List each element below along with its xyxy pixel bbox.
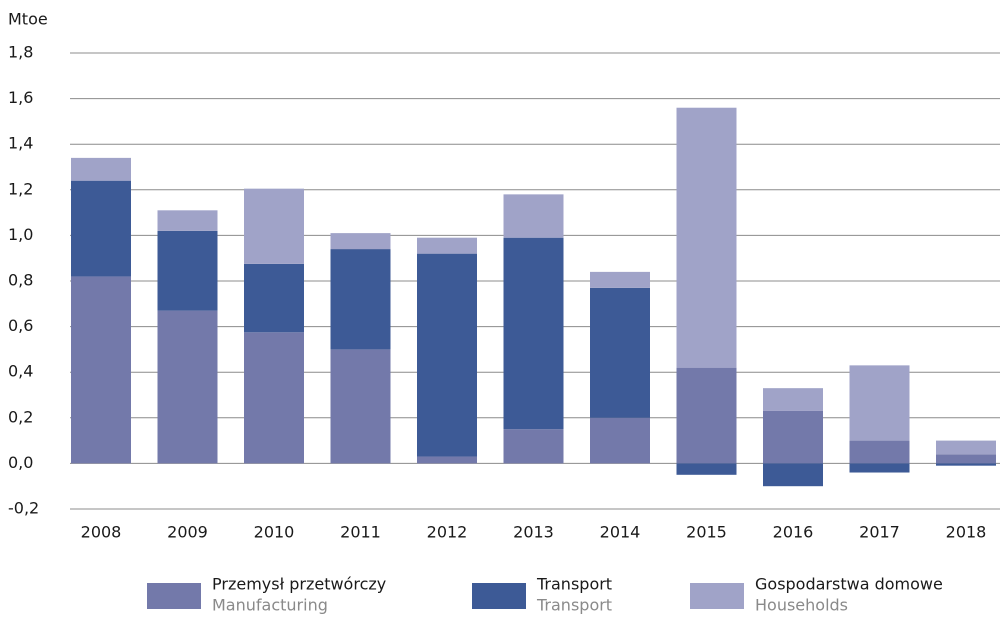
y-tick-label: 0,6 [8, 316, 33, 335]
bar-segment [676, 107, 737, 368]
y-tick-label: 0,2 [8, 407, 33, 426]
bar-segment [244, 263, 304, 333]
bar-segment [936, 454, 996, 464]
legend-sublabel: Transport [536, 596, 612, 615]
bar-segment [676, 463, 737, 475]
bar-segment [849, 463, 910, 473]
bar-segment [157, 230, 218, 311]
bar-segment [590, 271, 650, 288]
x-tick-label: 2017 [859, 523, 900, 542]
bar-segment [157, 310, 218, 464]
x-tick-label: 2016 [773, 523, 814, 542]
legend-sublabel: Households [755, 596, 848, 615]
y-tick-label: 0,0 [8, 453, 33, 472]
x-tick-label: 2009 [167, 523, 208, 542]
x-tick-label: 2015 [686, 523, 727, 542]
bar-segment [330, 233, 391, 250]
y-tick-label: 0,8 [8, 271, 33, 290]
bar-segment [590, 287, 650, 418]
x-tick-label: 2011 [340, 523, 381, 542]
bar-segment [936, 463, 996, 466]
y-tick-label: -0,2 [8, 499, 39, 518]
bar-segment [71, 157, 131, 181]
bar-segment [503, 194, 564, 238]
x-tick-label: 2018 [946, 523, 987, 542]
bar-segment [503, 429, 564, 464]
x-tick-label: 2012 [427, 523, 468, 542]
legend-label: Transport [536, 575, 612, 594]
bar-segment [417, 456, 477, 464]
bar-segment [763, 388, 823, 411]
bar-segment [936, 440, 996, 455]
y-tick-label: 1,6 [8, 88, 33, 107]
bar-segment [330, 349, 391, 464]
y-axis-label: Mtoe [8, 10, 48, 29]
x-tick-label: 2010 [254, 523, 295, 542]
legend-swatch [690, 583, 744, 609]
bar-segment [763, 410, 823, 464]
legend-swatch [472, 583, 526, 609]
bar-segment [676, 367, 737, 464]
bar-segment [244, 332, 304, 464]
bar-segment [71, 276, 131, 464]
bar-segment [71, 180, 131, 277]
bar-segment [503, 237, 564, 430]
bar-segment [417, 237, 477, 254]
bar-segment [157, 210, 218, 231]
y-tick-label: 1,8 [8, 43, 33, 62]
bar-segment [417, 253, 477, 457]
bar-segment [590, 417, 650, 464]
legend-label: Gospodarstwa domowe [755, 575, 943, 594]
bar-segment [849, 365, 910, 441]
bar-segment [849, 440, 910, 464]
x-tick-label: 2008 [81, 523, 122, 542]
bar-segment [244, 188, 304, 264]
legend-swatch [147, 583, 201, 609]
legend-label: Przemysł przetwórczy [212, 575, 386, 594]
x-tick-label: 2013 [513, 523, 554, 542]
y-tick-label: 1,4 [8, 134, 33, 153]
bar-segment [330, 249, 391, 350]
y-tick-label: 1,0 [8, 225, 33, 244]
legend-sublabel: Manufacturing [212, 596, 328, 615]
y-tick-label: 1,2 [8, 179, 33, 198]
bar-segment [763, 463, 823, 487]
y-tick-label: 0,4 [8, 362, 33, 381]
x-tick-label: 2014 [600, 523, 641, 542]
